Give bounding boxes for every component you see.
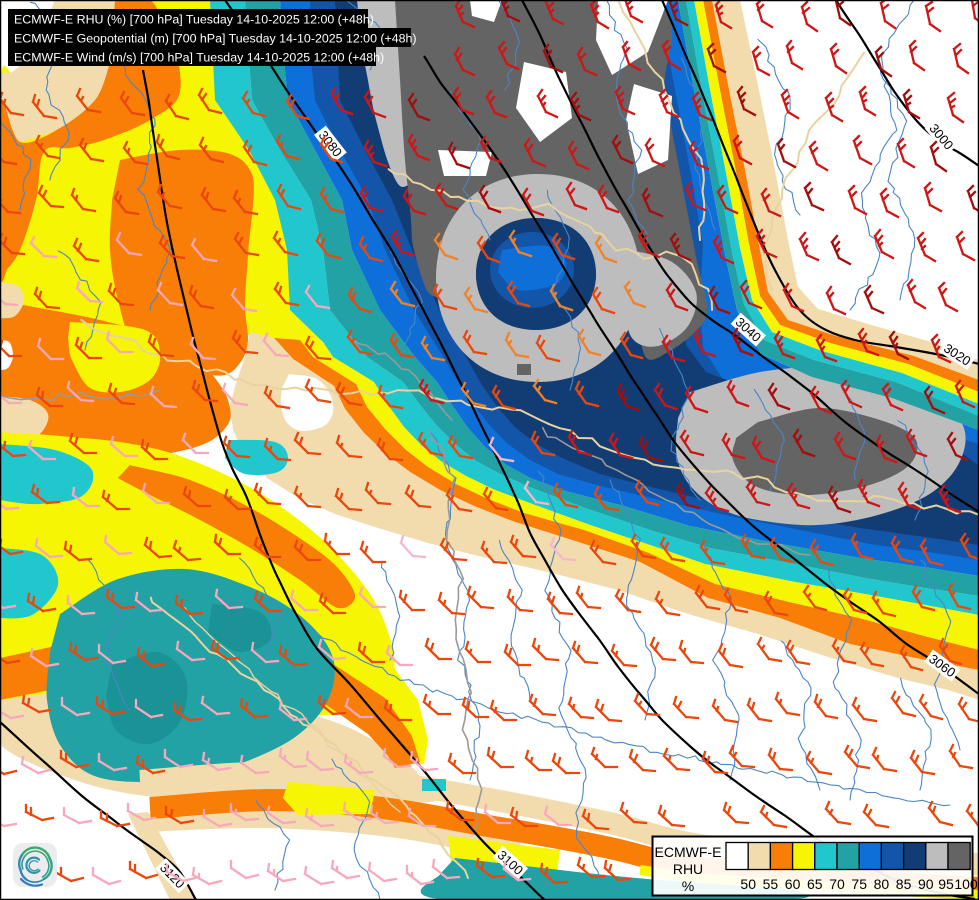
svg-text:75: 75 (851, 876, 867, 892)
svg-text:%: % (682, 878, 694, 894)
svg-text:100: 100 (954, 876, 978, 892)
svg-text:55: 55 (763, 876, 779, 892)
svg-text:80: 80 (874, 876, 890, 892)
svg-text:90: 90 (918, 876, 934, 892)
svg-text:50: 50 (740, 876, 756, 892)
svg-text:ECMWF-E RHU (%) [700 hPa] Tues: ECMWF-E RHU (%) [700 hPa] Tuesday 14-10-… (14, 13, 374, 27)
svg-text:ECMWF-E: ECMWF-E (655, 844, 722, 860)
svg-text:95: 95 (938, 876, 954, 892)
svg-text:60: 60 (785, 876, 801, 892)
svg-text:RHU: RHU (673, 861, 703, 877)
svg-text:85: 85 (896, 876, 912, 892)
svg-text:70: 70 (829, 876, 845, 892)
svg-text:ECMWF-E Geopotential (m) [700: ECMWF-E Geopotential (m) [700 hPa] Tuesd… (14, 32, 417, 46)
svg-text:65: 65 (807, 876, 823, 892)
svg-text:ECMWF-E Wind (m/s) [700 hPa] T: ECMWF-E Wind (m/s) [700 hPa] Tuesday 14-… (14, 51, 384, 65)
